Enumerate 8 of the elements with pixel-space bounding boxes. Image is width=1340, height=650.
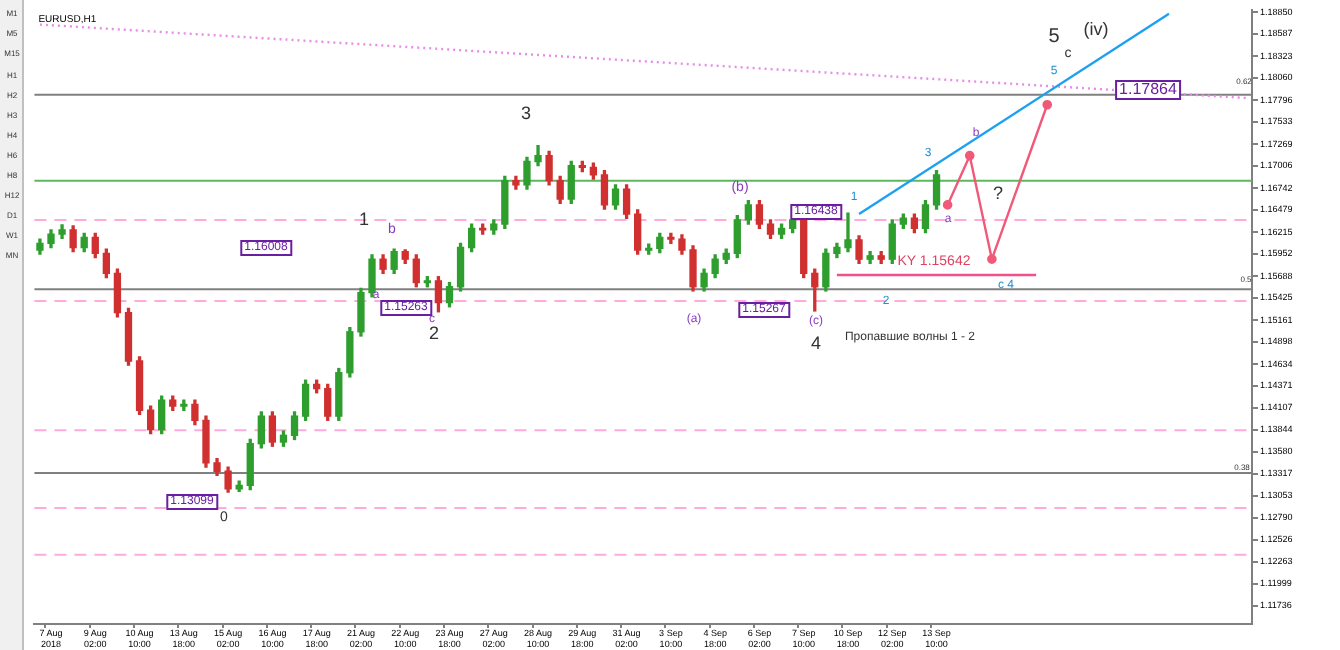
annotation: 3 [520, 103, 532, 123]
annotation: 1 [358, 209, 370, 229]
annotation: (iv) [1083, 19, 1109, 39]
annotation: ? [992, 183, 1004, 203]
annotation: 1.17864 [1115, 80, 1181, 100]
annotation: 5 [1048, 26, 1060, 48]
annotation: 4 [810, 333, 822, 353]
annotation: 2 [428, 323, 440, 343]
